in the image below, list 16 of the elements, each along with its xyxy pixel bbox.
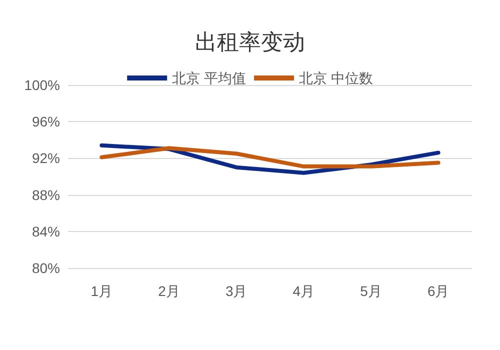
y-tick-label: 80%	[32, 260, 60, 276]
y-tick-label: 100%	[24, 77, 60, 93]
x-tick-label: 2月	[158, 283, 180, 299]
y-tick-label: 84%	[32, 223, 60, 240]
x-tick-label: 6月	[427, 283, 450, 299]
x-tick-label: 3月	[225, 283, 248, 299]
x-tick-label: 4月	[292, 283, 315, 299]
legend-label: 北京 平均值	[172, 70, 246, 86]
chart-title: 出租率变动	[195, 30, 305, 54]
line-series	[100, 146, 440, 168]
y-tick-label: 92%	[32, 150, 60, 166]
legend-label: 北京 中位数	[299, 70, 373, 86]
y-tick-label: 88%	[32, 186, 60, 203]
x-tick-label: 5月	[360, 283, 382, 299]
x-tick-label: 1月	[90, 283, 113, 299]
y-tick-label: 96%	[32, 114, 60, 130]
